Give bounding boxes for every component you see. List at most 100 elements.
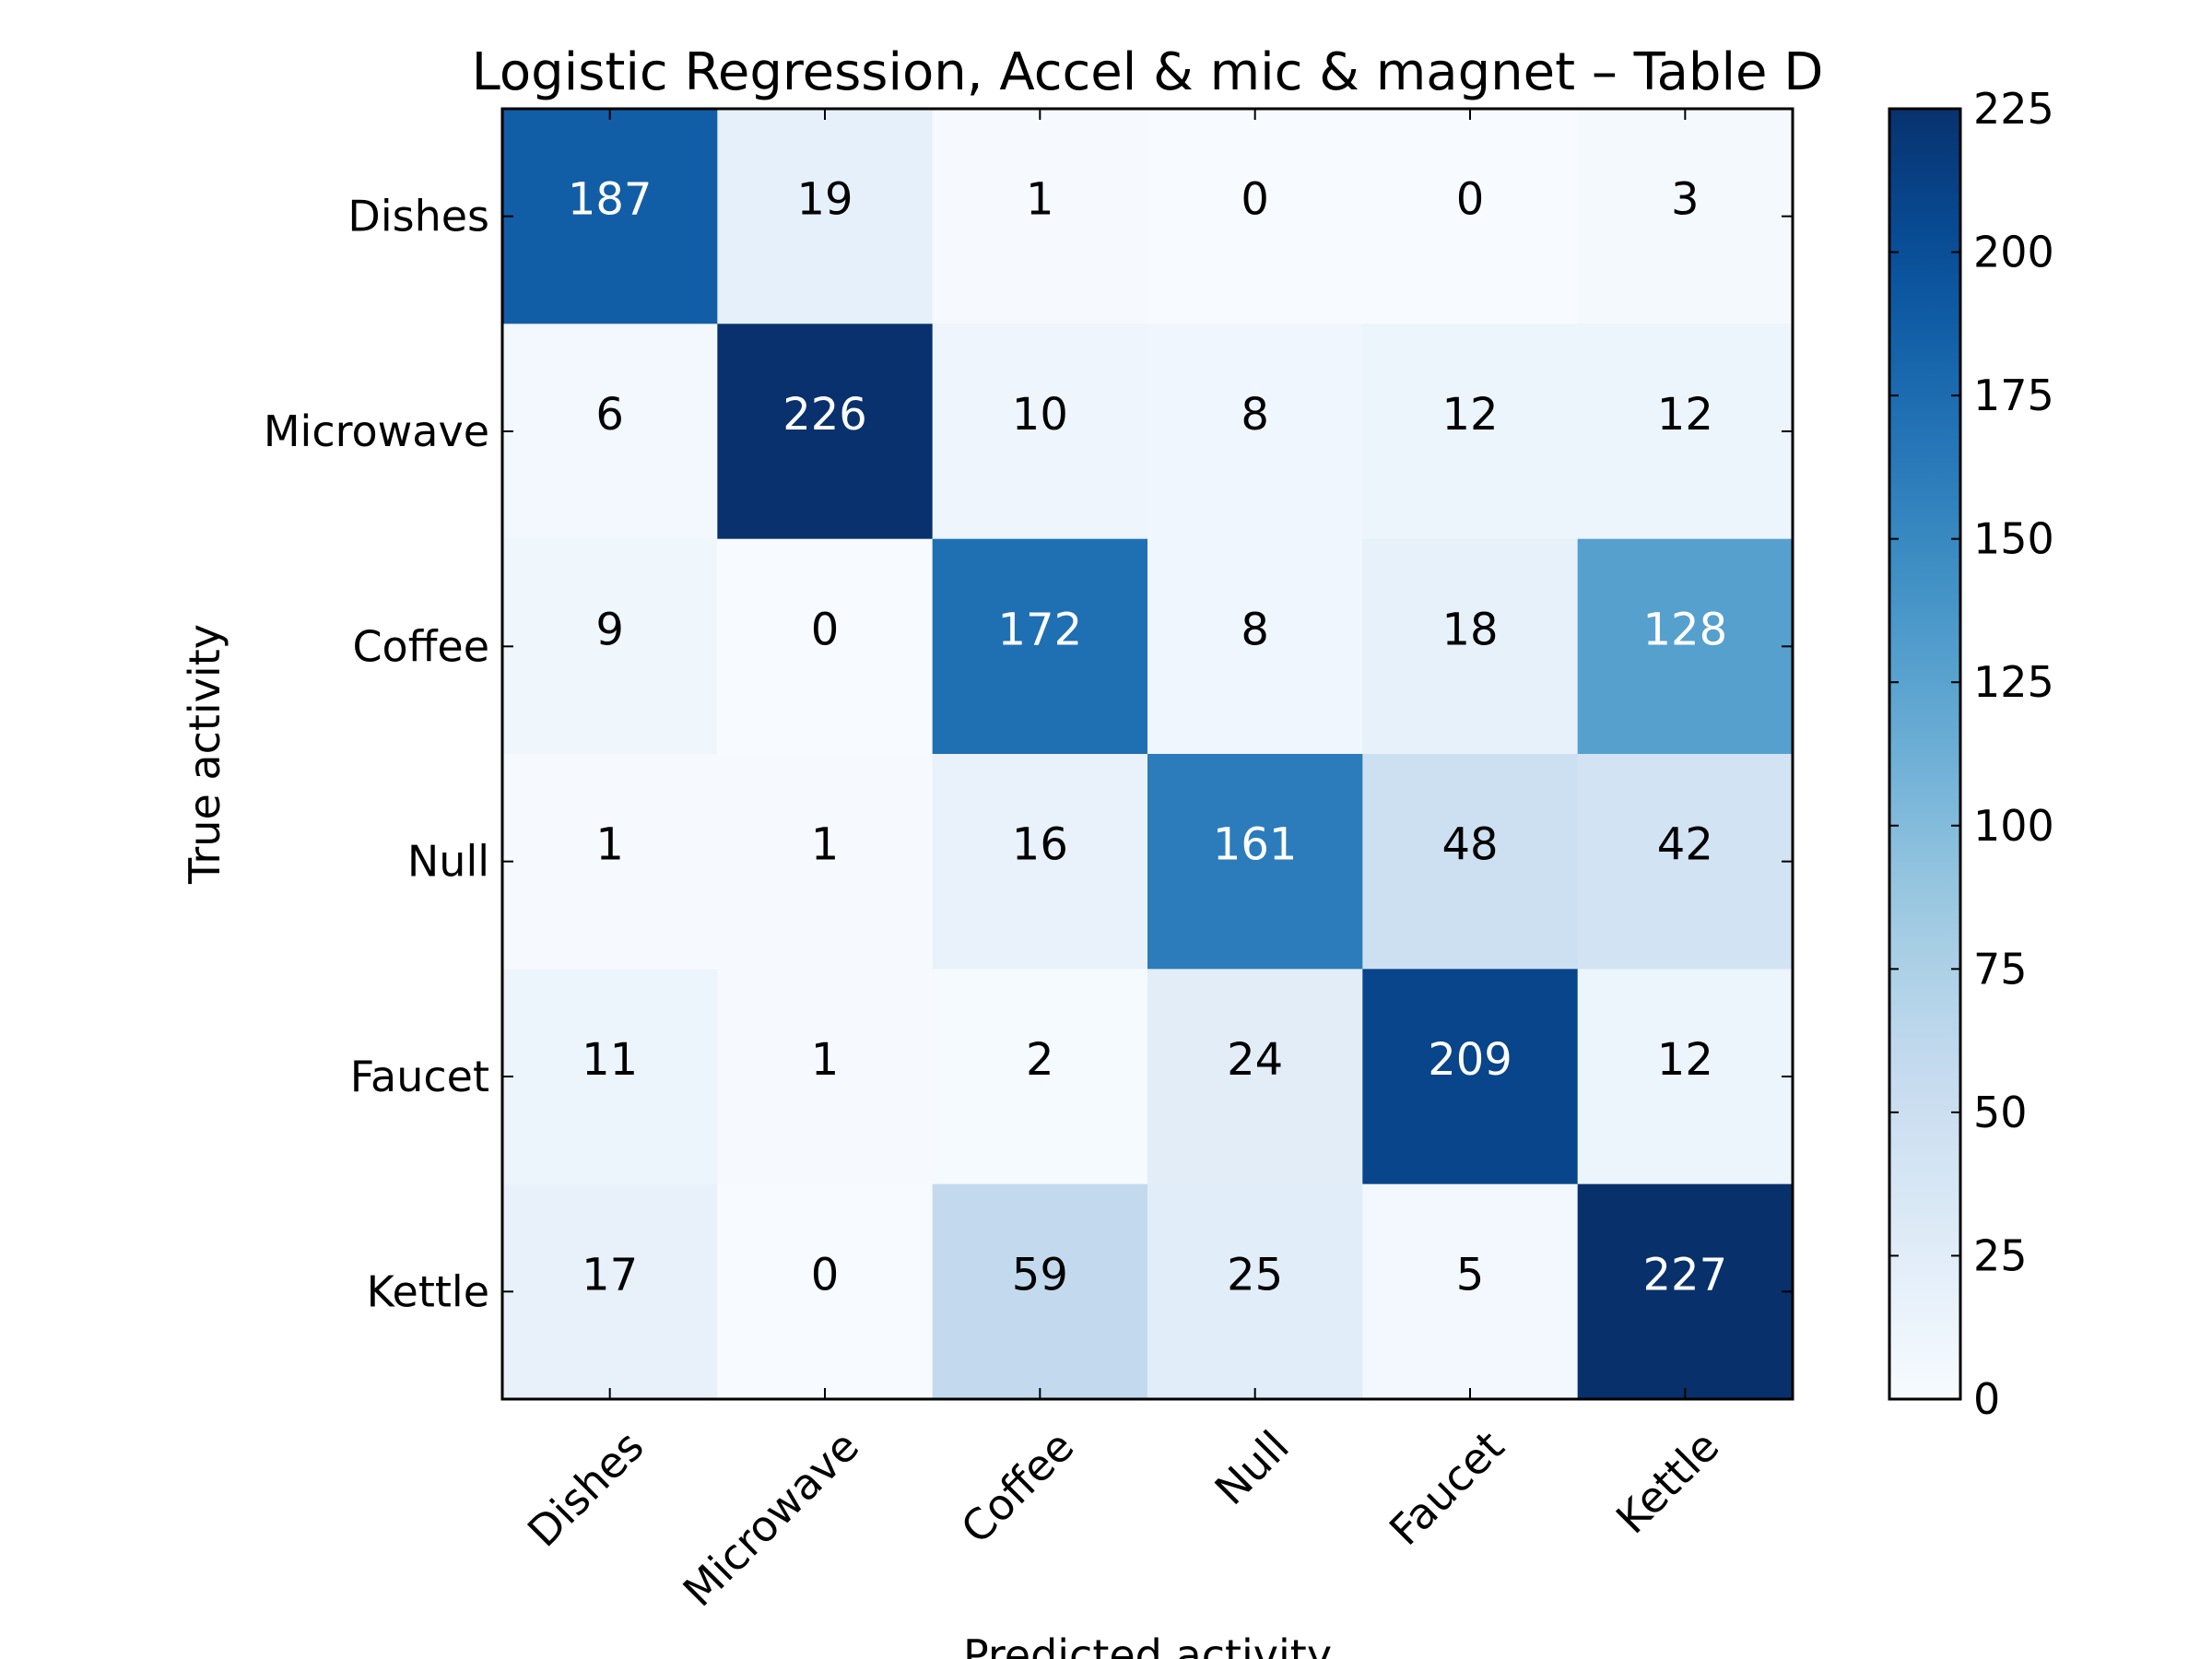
- heatmap-cell: [717, 324, 934, 540]
- cell-value-label: 2: [1026, 1034, 1054, 1086]
- x-axis-label: Predicted activity: [963, 1630, 1332, 1659]
- plot-frame: [500, 107, 1794, 1401]
- heatmap-cell: [1362, 538, 1579, 755]
- heatmap-cell: [1147, 324, 1363, 540]
- colorbar: [1888, 107, 1962, 1401]
- heatmap-cell: [1577, 754, 1794, 970]
- cell-value-label: 25: [1227, 1249, 1283, 1300]
- colorbar-tick-label: 225: [1973, 84, 2054, 134]
- heatmap-cell: [717, 1183, 934, 1400]
- heatmap-cell: [502, 324, 718, 540]
- cell-value-label: 161: [1213, 819, 1298, 871]
- heatmap-cell: [717, 754, 934, 970]
- heatmap-cells: [502, 109, 1794, 1400]
- cell-value-label: 0: [1241, 174, 1269, 226]
- cell-value-label: 128: [1643, 604, 1728, 655]
- cell-value-label: 19: [796, 174, 853, 226]
- heatmap-cell: [1147, 754, 1363, 970]
- chart-title: Logistic Regression, Accel & mic & magne…: [472, 42, 1824, 102]
- colorbar-tick-label: 0: [1973, 1374, 2000, 1424]
- cell-value-label: 172: [998, 604, 1083, 655]
- cell-value-label: 24: [1227, 1034, 1283, 1086]
- x-tick-labels: Dishes Microwave Coffee Null Faucet Kettle: [518, 1421, 1728, 1617]
- heatmap-cell: [1362, 109, 1579, 324]
- heatmap-cell: [1577, 538, 1794, 755]
- cell-value-label: 8: [1241, 389, 1269, 441]
- heatmap-cell: [1362, 969, 1579, 1185]
- colorbar-tick-label: 200: [1973, 228, 2054, 277]
- heatmap-cell: [1147, 109, 1363, 324]
- cell-value-label: 3: [1671, 174, 1700, 226]
- cell-value-label: 9: [595, 604, 624, 655]
- cell-value-label: 8: [1241, 604, 1269, 655]
- y-tick-label: Faucet: [350, 1052, 489, 1101]
- cell-value-label: 12: [1441, 389, 1498, 441]
- cell-value-label: 1: [1026, 174, 1054, 226]
- x-tick-label: Faucet: [1380, 1421, 1513, 1555]
- heatmap-cell: [502, 109, 718, 324]
- cell-value-label: 48: [1441, 819, 1498, 871]
- heatmap-cell: [1577, 1183, 1794, 1400]
- x-tick-label: Dishes: [518, 1421, 653, 1557]
- y-tick-label: Coffee: [352, 621, 489, 671]
- heatmap-cell: [502, 969, 718, 1185]
- cell-value-label: 12: [1657, 1034, 1713, 1086]
- cell-value-label: 12: [1657, 389, 1713, 441]
- cell-value-label: 0: [811, 604, 840, 655]
- cell-value-label: 17: [582, 1249, 638, 1300]
- y-tick-label: Null: [407, 837, 489, 887]
- cell-value-label: 11: [582, 1034, 638, 1086]
- axis-ticks: [502, 109, 1793, 1399]
- heatmap-cell: [932, 538, 1148, 755]
- heatmap-cell: [1577, 109, 1794, 324]
- cell-value-label: 187: [568, 174, 653, 226]
- heatmap-cell: [1577, 969, 1794, 1185]
- cell-value-label: 1: [811, 819, 840, 871]
- heatmap-cell: [1362, 1183, 1579, 1400]
- heatmap-cell: [1147, 969, 1363, 1185]
- heatmap-cell: [717, 969, 934, 1185]
- y-tick-label: Kettle: [367, 1266, 489, 1316]
- cell-value-label: 6: [595, 389, 624, 441]
- colorbar-tick-label: 150: [1973, 514, 2054, 564]
- heatmap-cell: [932, 969, 1148, 1185]
- cell-value-label: 0: [811, 1249, 840, 1300]
- y-tick-label: Microwave: [264, 406, 489, 456]
- heatmap-cell: [932, 1183, 1148, 1400]
- x-tick-label: Null: [1206, 1421, 1299, 1514]
- x-tick-label: Kettle: [1606, 1421, 1728, 1543]
- cell-value-label: 0: [1456, 174, 1485, 226]
- cell-value-label: 5: [1456, 1249, 1485, 1300]
- heatmap-cell: [502, 1183, 718, 1400]
- y-tick-labels: Dishes Microwave Coffee Null Faucet Kettle: [264, 192, 489, 1317]
- heatmap-cell: [502, 754, 718, 970]
- colorbar-tick-label: 175: [1973, 371, 2054, 420]
- cell-value-label: 227: [1643, 1249, 1728, 1300]
- cell-value-label: 226: [782, 389, 867, 441]
- heatmap-cell: [717, 538, 934, 755]
- colorbar-tick-label: 125: [1973, 657, 2054, 707]
- cell-value-label: 16: [1012, 819, 1068, 871]
- heatmap-cell: [502, 538, 718, 755]
- heatmap-cell: [932, 754, 1148, 970]
- cell-value-label: 18: [1441, 604, 1498, 655]
- colorbar-tick-label: 50: [1973, 1088, 2028, 1137]
- x-tick-label: Microwave: [674, 1421, 869, 1617]
- heatmap-cell: [1362, 324, 1579, 540]
- cell-value-label: 10: [1012, 389, 1068, 441]
- heatmap-cell: [1147, 538, 1363, 755]
- colorbar-ticks: 0 25 50 75 100 125 150 175 200 225: [1889, 84, 2054, 1424]
- cell-value-label: 42: [1657, 819, 1713, 871]
- heatmap-cell: [1147, 1183, 1363, 1400]
- y-tick-label: Dishes: [347, 192, 489, 241]
- y-axis-label: True activity: [180, 624, 229, 885]
- cell-value-label: 1: [811, 1034, 840, 1086]
- cell-value-label: 1: [595, 819, 624, 871]
- colorbar-tick-label: 75: [1973, 944, 2028, 994]
- heatmap-cell: [932, 109, 1148, 324]
- heatmap-cell: [717, 109, 934, 324]
- colorbar-tick-label: 25: [1973, 1230, 2028, 1280]
